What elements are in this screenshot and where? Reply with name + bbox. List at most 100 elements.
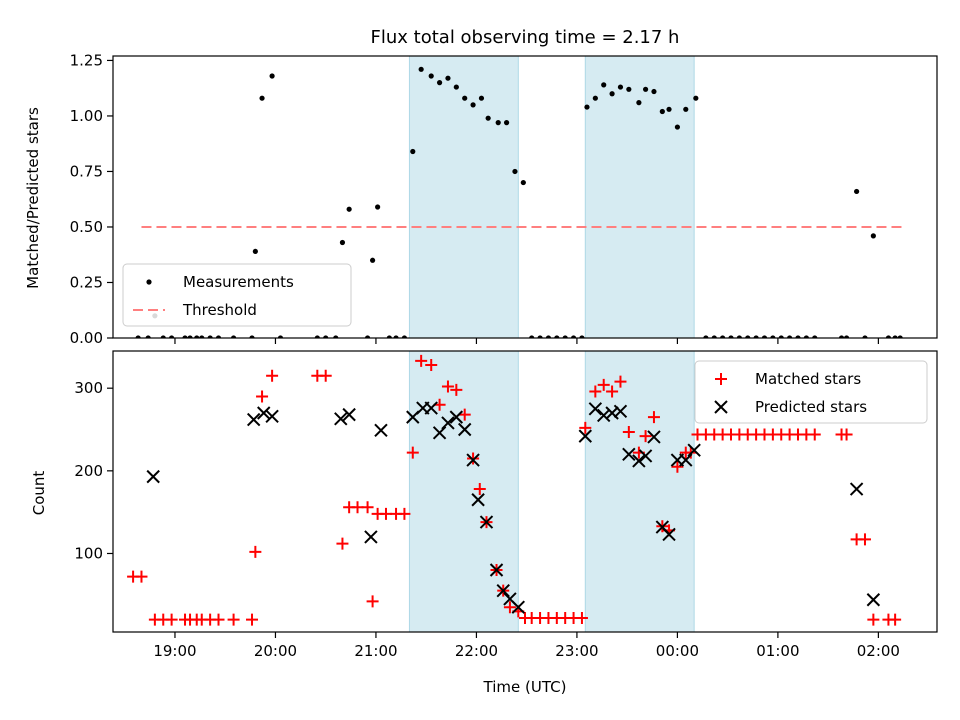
point-plus-13	[249, 545, 262, 558]
point-dot-76	[812, 335, 818, 338]
point-dot-11	[230, 335, 237, 338]
point-dot-48	[579, 335, 585, 338]
point-dot-41	[520, 179, 526, 186]
y-tick-label: 200	[74, 462, 103, 480]
point-plus-82	[867, 613, 880, 626]
point-x-28	[632, 454, 646, 468]
axes-frame-1	[112, 55, 938, 339]
point-dot-35	[470, 102, 476, 108]
point-x-13	[449, 410, 464, 424]
x-tick-label: 19:00	[153, 642, 196, 660]
point-plus-21	[361, 501, 374, 514]
point-dot-16	[277, 335, 284, 338]
point-plus-77	[808, 428, 821, 441]
point-dot-54	[626, 86, 632, 92]
point-plus-52	[606, 385, 619, 398]
point-plus-12	[246, 613, 259, 626]
legend-entry-label: Measurements	[183, 273, 294, 291]
point-plus-18	[336, 537, 349, 550]
point-dot-56	[642, 86, 649, 92]
x-axis-label: Time (UTC)	[483, 678, 567, 696]
point-x-0	[146, 469, 160, 484]
point-plus-54	[622, 425, 635, 438]
point-dot-64	[711, 335, 717, 338]
point-dot-82	[885, 335, 892, 338]
point-dot-84	[897, 335, 903, 338]
point-dot-18	[323, 335, 329, 338]
point-dot-83	[892, 335, 898, 338]
shaded-interval-2	[584, 56, 695, 338]
point-plus-53	[614, 375, 627, 388]
point-dot-61	[683, 106, 689, 112]
point-x-3	[265, 409, 279, 423]
point-x-4	[334, 412, 348, 426]
point-x-32	[662, 527, 676, 542]
point-dot-70	[761, 335, 768, 338]
point-plus-31	[441, 380, 454, 393]
legend-entry-label: Threshold	[182, 301, 257, 319]
point-dot-72	[778, 335, 784, 338]
point-plus-57	[647, 411, 660, 424]
count-panel: Count Time (UTC) 100 200 300 19:00 20:00 21:0…	[30, 350, 938, 696]
point-plus-29	[425, 359, 438, 372]
shaded-interval-1	[408, 56, 519, 338]
point-x-1	[246, 412, 261, 427]
point-x-18	[489, 563, 504, 577]
point-x-29	[638, 449, 653, 463]
point-dot-42	[529, 335, 535, 338]
point-dot-15	[269, 73, 275, 79]
point-x-27	[622, 447, 636, 462]
point-dot-65	[720, 335, 726, 338]
point-dot-77	[838, 335, 845, 338]
point-dot-19	[333, 335, 339, 338]
point-dot-47	[570, 335, 577, 338]
point-plus-14	[256, 390, 269, 403]
point-dot-36	[478, 95, 485, 101]
point-dot-60	[674, 124, 681, 130]
point-dot-45	[554, 335, 560, 338]
point-dot-78	[843, 335, 850, 338]
point-dot-52	[609, 91, 615, 97]
point-dot-50	[592, 95, 598, 101]
point-dot-51	[601, 82, 607, 88]
point-plus-1	[135, 570, 148, 583]
point-plus-27	[406, 446, 419, 459]
point-x-15	[466, 453, 480, 467]
axes-frame-2	[112, 350, 938, 633]
point-dot-81	[870, 233, 876, 239]
point-dot-38	[495, 120, 501, 126]
point-plus-60	[671, 460, 684, 473]
shaded-interval-2	[584, 351, 695, 632]
y-tick-label: 1.00	[70, 107, 103, 125]
point-plus-26	[398, 507, 411, 520]
point-plus-48	[575, 611, 588, 624]
point-dot-1	[145, 335, 151, 338]
point-dot-21	[346, 206, 352, 212]
point-dot-80	[862, 335, 868, 338]
point-dot-4	[169, 335, 175, 338]
y-tick-label: 0.25	[70, 273, 103, 291]
point-plus-34	[467, 452, 480, 465]
point-dot-71	[770, 335, 776, 338]
point-dot-73	[787, 335, 793, 338]
point-dot-24	[375, 204, 381, 210]
point-dot-39	[503, 120, 510, 126]
point-dot-46	[562, 335, 568, 338]
point-dot-20	[339, 239, 346, 246]
legend-1: Measurements Threshold	[122, 263, 352, 327]
point-dot-58	[659, 108, 665, 115]
point-x-6	[364, 530, 378, 544]
y-tick-label: 0.75	[70, 162, 103, 180]
point-plus-39	[503, 601, 516, 614]
shaded-interval-1	[408, 351, 519, 632]
point-plus-81	[858, 533, 871, 546]
point-dot-17	[314, 335, 320, 338]
y-tick-label: 100	[74, 544, 103, 562]
x-tick-label: 23:00	[555, 642, 598, 660]
point-plus-33	[458, 408, 471, 421]
legend-2: Matched stars Predicted stars	[694, 360, 928, 424]
point-plus-17	[319, 369, 332, 382]
point-dot-14	[259, 95, 265, 101]
point-dot-22	[364, 335, 371, 338]
